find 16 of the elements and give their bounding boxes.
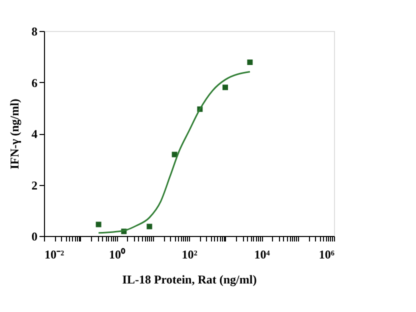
x-tick-label: 10⁰ (109, 248, 126, 262)
y-tick-label: 4 (32, 127, 38, 141)
x-tick-label: 10⁴ (254, 248, 270, 262)
y-axis-title: IFN-γ (ng/ml) (8, 98, 22, 170)
point (96, 222, 102, 228)
point (146, 224, 152, 230)
point (222, 84, 228, 90)
x-tick-label: 10⁻² (44, 248, 64, 262)
x-axis-title: IL-18 Protein, Rat (ng/ml) (122, 272, 257, 286)
point (247, 60, 253, 65)
y-tick-label: 0 (32, 230, 38, 244)
y-tick-label: 6 (32, 76, 38, 90)
x-tick-label: 10⁶ (318, 248, 335, 262)
x-tick-label: 10² (182, 248, 198, 262)
y-tick-label: 2 (32, 178, 38, 192)
y-tick-label: 8 (32, 24, 38, 38)
